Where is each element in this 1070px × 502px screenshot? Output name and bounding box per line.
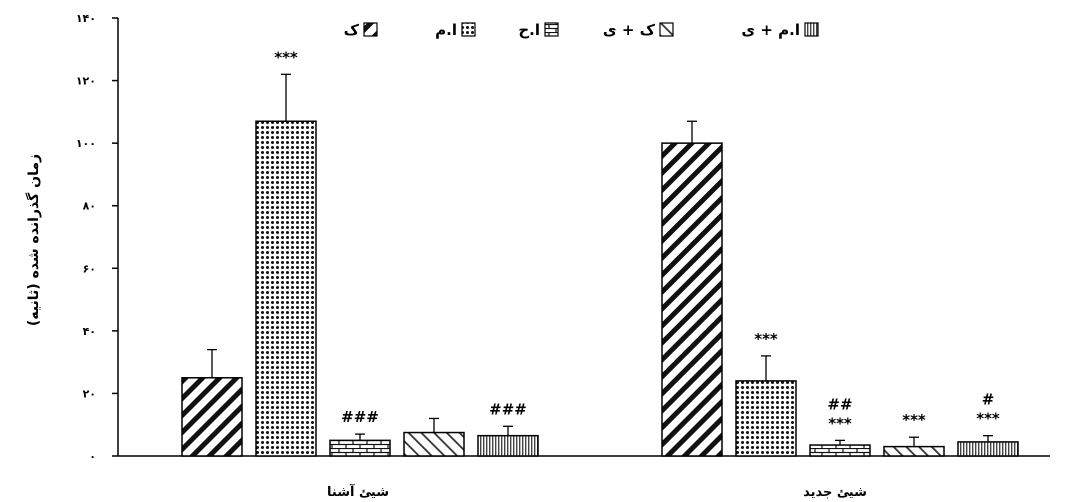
y-tick-label: ۶۰ — [83, 262, 96, 275]
bar — [181, 377, 243, 457]
legend-label: ا.م + ی — [741, 21, 800, 39]
legend-swatch — [804, 22, 819, 37]
y-tick-label: ۴۰ — [83, 325, 96, 338]
y-axis-label: زمان گذرانده شده (ثانیه) — [25, 154, 42, 326]
x-category-labels: شیئ آشنا شیئ جدید — [327, 483, 867, 500]
bar — [809, 444, 871, 457]
significance-mark: *** — [828, 414, 852, 432]
bar — [477, 434, 539, 457]
significance-mark: *** — [976, 410, 1000, 428]
y-tick-label: ۸۰ — [83, 200, 96, 213]
legend-label: ک + ی — [603, 21, 656, 39]
significance-mark: ### — [341, 408, 379, 426]
bar — [255, 120, 317, 457]
x-category-label: شیئ آشنا — [327, 483, 389, 500]
y-tick-label: ۰ — [89, 450, 96, 463]
legend: ک ا.م ا.ح ک + ی ا.م + ی — [344, 21, 819, 39]
y-tick-label: ۱۴۰ — [76, 12, 96, 25]
significance-mark: ### — [489, 400, 527, 418]
y-tick-label: ۱۰۰ — [76, 137, 96, 150]
legend-swatch — [659, 22, 674, 37]
significance-mark: # — [982, 391, 995, 409]
bar — [329, 439, 391, 457]
x-category-label: شیئ جدید — [803, 485, 867, 500]
significance-mark: ## — [827, 395, 852, 413]
y-ticks: ۰ ۲۰ ۴۰ ۶۰ ۸۰ ۱۰۰ ۱۲۰ ۱۴۰ — [76, 12, 118, 463]
bar — [661, 142, 723, 457]
bars — [181, 73, 1019, 457]
legend-swatch — [363, 22, 378, 37]
significance-mark: *** — [754, 330, 778, 348]
bar — [957, 441, 1019, 457]
y-tick-label: ۲۰ — [83, 387, 96, 400]
legend-label: ا.م — [435, 21, 457, 39]
legend-swatch — [461, 22, 476, 37]
bar — [403, 431, 465, 457]
significance-marks: ******### ***##***###***# — [274, 48, 1000, 432]
y-tick-label: ۱۲۰ — [76, 75, 96, 88]
legend-label: ک — [344, 21, 360, 39]
bar — [735, 380, 797, 457]
legend-swatch — [544, 22, 559, 37]
significance-mark: *** — [902, 411, 926, 429]
legend-label: ا.ح — [518, 21, 540, 39]
significance-mark: *** — [274, 48, 298, 66]
bar — [883, 445, 945, 457]
